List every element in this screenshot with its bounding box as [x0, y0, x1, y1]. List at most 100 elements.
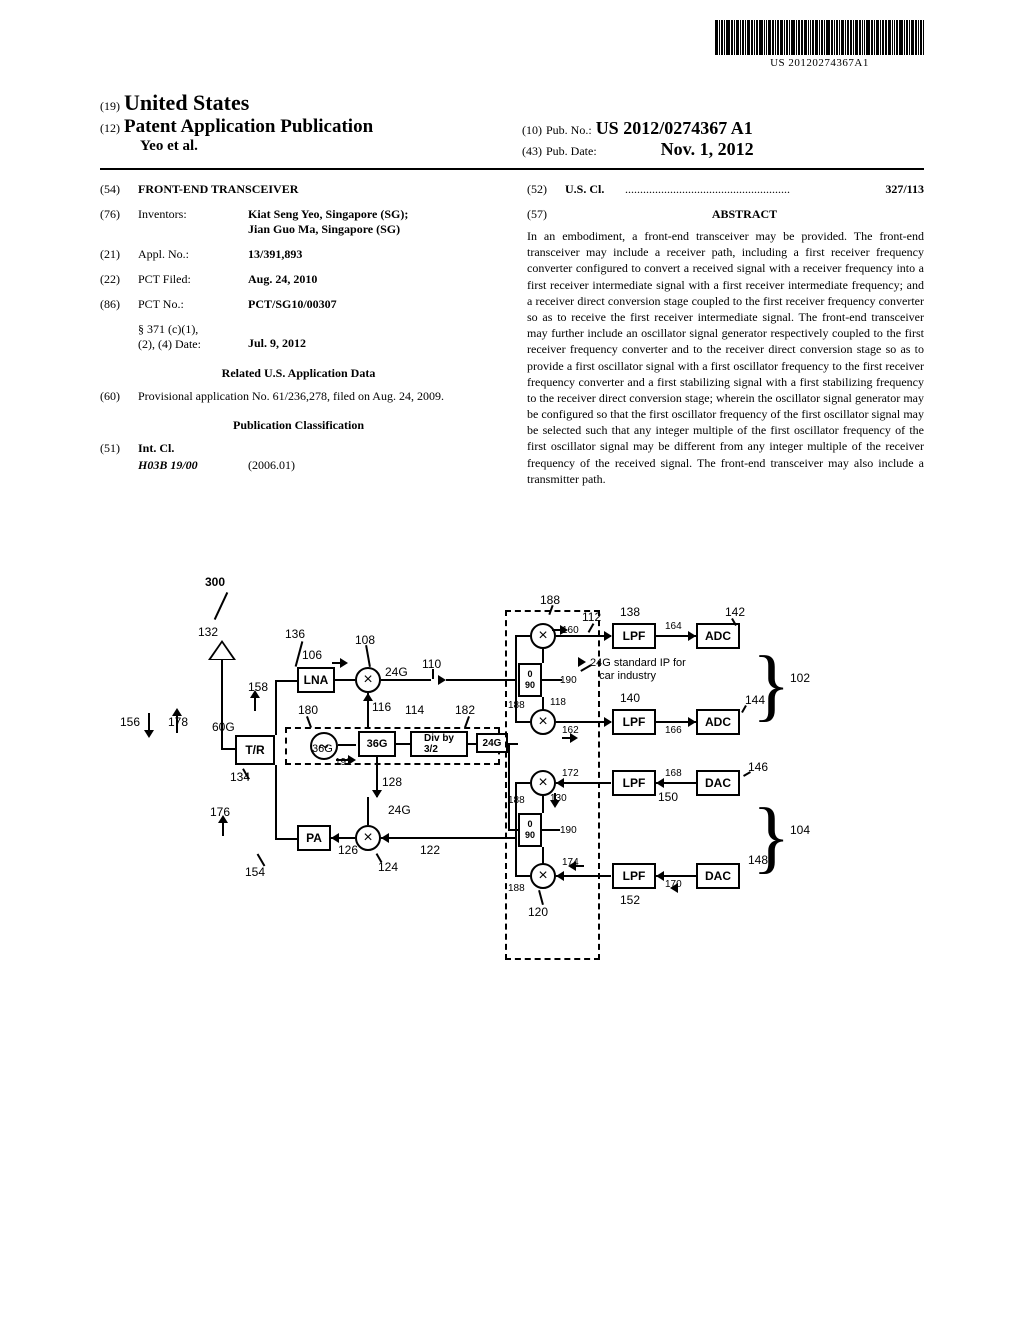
ref-118: 118 [550, 697, 566, 708]
intcl-num: (51) [100, 441, 138, 456]
pctno-label: PCT No.: [138, 297, 248, 312]
ref-172: 172 [562, 768, 579, 779]
pctfiled-label: PCT Filed: [138, 272, 248, 287]
ref-116: 116 [372, 700, 391, 714]
mixer-112: × [530, 623, 556, 649]
ref-152: 152 [620, 893, 640, 907]
ref-114: 114 [405, 703, 424, 717]
brace-104: } [752, 817, 790, 857]
phase-splitter-rx: 090 [518, 663, 542, 697]
pubdate-prefix: (43) [522, 144, 542, 158]
related-title: Related U.S. Application Data [100, 366, 497, 381]
adc-142: ADC [696, 623, 740, 649]
abstract-label: ABSTRACT [565, 207, 924, 222]
mixer-124: × [355, 825, 381, 851]
country: United States [124, 90, 249, 115]
pctno-num: (86) [100, 297, 138, 312]
ref-136: 136 [285, 627, 305, 641]
ref-156: 156 [120, 715, 140, 729]
ref-128: 128 [382, 775, 402, 789]
ref-168: 168 [665, 768, 682, 779]
provisional-text: Provisional application No. 61/236,278, … [138, 389, 497, 404]
ref-178: 178 [168, 715, 188, 729]
ref-188-4: 188 [508, 883, 525, 894]
provisional-num: (60) [100, 389, 138, 404]
pub-prefix: (12) [100, 121, 120, 135]
antenna-icon [208, 640, 236, 660]
ref-182: 182 [455, 703, 475, 717]
lna-block: LNA [297, 667, 335, 693]
appl-value: 13/391,893 [248, 247, 497, 262]
pubclass-title: Publication Classification [100, 418, 497, 433]
ref-190-2: 190 [560, 825, 577, 836]
country-prefix: (19) [100, 99, 120, 113]
ref-24g-2: 24G [388, 803, 411, 817]
ref-104: 104 [790, 823, 810, 837]
barcode-text: US 20120274367A1 [715, 57, 924, 69]
brace-102: } [752, 665, 790, 705]
lpf-152: LPF [612, 863, 656, 889]
body-columns: (54) FRONT-END TRANSCEIVER (76) Inventor… [100, 182, 924, 487]
intcl-code: H03B 19/00 [138, 458, 248, 473]
appl-label: Appl. No.: [138, 247, 248, 262]
ref-138: 138 [620, 605, 640, 619]
pctno-value: PCT/SG10/00307 [248, 297, 497, 312]
mixer-120: × [530, 863, 556, 889]
invention-title: FRONT-END TRANSCEIVER [138, 182, 298, 197]
ref-180: 180 [298, 703, 318, 717]
ref-126: 126 [338, 843, 358, 857]
phase-splitter-tx: 090 [518, 813, 542, 847]
block-diagram: 300 132 156 178 60G T/R 134 158 LNA 106 … [120, 585, 904, 1005]
pubno-value: US 2012/0274367 A1 [596, 118, 753, 138]
ref-132: 132 [198, 625, 218, 639]
uscl-value: 327/113 [885, 182, 924, 197]
pubno-prefix: (10) [522, 123, 542, 137]
uscl-label: U.S. Cl. [565, 182, 625, 197]
inventors-value: Kiat Seng Yeo, Singapore (SG); Jian Guo … [248, 207, 497, 237]
ref-36g-1: 36G [312, 743, 333, 755]
pctfiled-value: Aug. 24, 2010 [248, 272, 497, 287]
intcl-label: Int. Cl. [138, 441, 174, 456]
ref-146: 146 [748, 760, 768, 774]
appl-num: (21) [100, 247, 138, 262]
dac-146: DAC [696, 770, 740, 796]
lpf-140: LPF [612, 709, 656, 735]
adc-144: ADC [696, 709, 740, 735]
header: (19) United States (12) Patent Applicati… [100, 90, 924, 160]
ref-102: 102 [790, 671, 810, 685]
ref-164: 164 [665, 621, 682, 632]
ref-190-1: 190 [560, 675, 577, 686]
authors: Yeo et al. [140, 138, 502, 155]
pctfiled-num: (22) [100, 272, 138, 287]
ref-154: 154 [245, 865, 265, 879]
ref-112: 112 [582, 610, 601, 624]
ref-60g: 60G [212, 720, 235, 734]
ref-300-line [214, 592, 228, 620]
barcode-region: US 20120274367A1 [715, 20, 924, 69]
uscl-num: (52) [527, 182, 565, 197]
ref-166: 166 [665, 725, 682, 736]
inventors-label: Inventors: [138, 207, 248, 237]
right-column: (52) U.S. Cl. ..........................… [527, 182, 924, 487]
dac-148: DAC [696, 863, 740, 889]
ref-150: 150 [658, 790, 678, 804]
abstract-text: In an embodiment, a front-end transceive… [527, 228, 924, 487]
uscl-dots: ........................................… [625, 182, 885, 197]
tr-switch: T/R [235, 735, 275, 765]
block-36g: 36G [358, 731, 396, 757]
ref-140: 140 [620, 691, 640, 705]
title-num: (54) [100, 182, 138, 197]
ref-122: 122 [420, 843, 440, 857]
ref-106: 106 [302, 648, 322, 662]
ip-label: 24G standard IP for car industry [590, 657, 750, 683]
abstract-num: (57) [527, 207, 565, 222]
ref-120: 120 [528, 905, 548, 919]
pa-block: PA [297, 825, 331, 851]
ref-24g-1: 24G [385, 665, 408, 679]
s371-value: Jul. 9, 2012 [248, 322, 497, 352]
s371-label: § 371 (c)(1), (2), (4) Date: [138, 322, 248, 352]
ref-142: 142 [725, 605, 745, 619]
intcl-date: (2006.01) [248, 458, 295, 473]
left-column: (54) FRONT-END TRANSCEIVER (76) Inventor… [100, 182, 497, 487]
barcode [715, 20, 924, 55]
